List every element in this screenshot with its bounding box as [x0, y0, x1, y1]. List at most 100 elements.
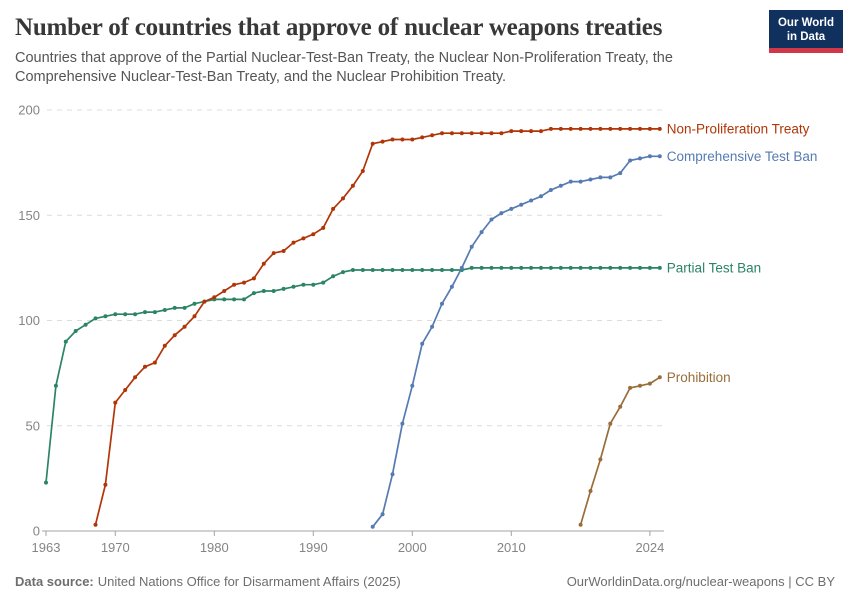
data-point[interactable]: [578, 126, 583, 131]
data-point[interactable]: [143, 364, 147, 369]
data-point[interactable]: [44, 480, 48, 485]
data-point[interactable]: [459, 131, 464, 136]
data-point[interactable]: [400, 421, 405, 426]
data-point[interactable]: [182, 305, 187, 310]
data-point[interactable]: [638, 156, 642, 161]
data-point[interactable]: [499, 265, 504, 270]
data-point[interactable]: [479, 230, 484, 235]
data-point[interactable]: [618, 265, 623, 270]
data-point[interactable]: [103, 314, 108, 319]
data-point[interactable]: [529, 265, 534, 270]
data-point[interactable]: [400, 268, 405, 272]
data-point[interactable]: [360, 169, 365, 173]
data-point[interactable]: [202, 299, 207, 304]
data-point[interactable]: [400, 137, 405, 142]
data-point[interactable]: [548, 265, 553, 270]
data-point[interactable]: [242, 297, 246, 302]
data-point[interactable]: [360, 268, 365, 272]
data-point[interactable]: [222, 297, 227, 302]
data-point[interactable]: [420, 341, 425, 346]
data-point[interactable]: [63, 339, 68, 344]
data-point[interactable]: [578, 522, 583, 527]
data-point[interactable]: [103, 482, 108, 487]
series-partial-test-ban[interactable]: Partial Test Ban: [44, 260, 761, 485]
data-point[interactable]: [162, 308, 167, 312]
data-point[interactable]: [608, 175, 613, 180]
data-point[interactable]: [123, 312, 128, 317]
data-point[interactable]: [390, 268, 395, 272]
data-point[interactable]: [628, 265, 633, 270]
data-point[interactable]: [301, 282, 306, 287]
data-point[interactable]: [647, 126, 652, 131]
data-point[interactable]: [370, 268, 375, 272]
data-point[interactable]: [251, 291, 256, 296]
data-point[interactable]: [83, 322, 88, 327]
data-point[interactable]: [410, 268, 415, 272]
data-point[interactable]: [558, 183, 563, 188]
data-point[interactable]: [618, 404, 623, 409]
data-point[interactable]: [588, 489, 593, 493]
data-point[interactable]: [588, 265, 593, 270]
data-point[interactable]: [281, 249, 286, 253]
data-point[interactable]: [93, 316, 98, 321]
data-point[interactable]: [331, 274, 336, 279]
data-point[interactable]: [657, 154, 662, 159]
data-point[interactable]: [578, 265, 583, 270]
data-point[interactable]: [469, 131, 474, 136]
data-point[interactable]: [440, 131, 444, 136]
data-point[interactable]: [291, 240, 296, 245]
data-point[interactable]: [341, 270, 345, 275]
data-point[interactable]: [519, 265, 524, 270]
series-line-comprehensive-test-ban[interactable]: [371, 155, 661, 528]
data-point[interactable]: [440, 268, 444, 272]
data-point[interactable]: [608, 421, 613, 426]
data-point[interactable]: [548, 188, 553, 192]
data-point[interactable]: [261, 261, 266, 266]
data-point[interactable]: [291, 284, 296, 289]
data-point[interactable]: [628, 158, 633, 163]
data-point[interactable]: [93, 522, 98, 527]
data-point[interactable]: [430, 324, 435, 329]
data-point[interactable]: [420, 268, 425, 272]
data-point[interactable]: [598, 265, 603, 270]
data-point[interactable]: [449, 284, 454, 289]
data-point[interactable]: [657, 126, 662, 131]
data-point[interactable]: [598, 457, 603, 462]
data-point[interactable]: [73, 329, 78, 333]
data-point[interactable]: [529, 129, 534, 134]
data-point[interactable]: [410, 137, 415, 142]
data-point[interactable]: [152, 360, 157, 365]
data-point[interactable]: [578, 179, 583, 184]
data-point[interactable]: [539, 129, 543, 134]
data-point[interactable]: [539, 194, 543, 199]
series-non-proliferation-treaty[interactable]: Non-Proliferation Treaty: [93, 121, 810, 527]
chart-canvas[interactable]: 0 50 100 150 200 1963 1970 1980 1990 2000 2010 2024…: [0, 95, 850, 565]
data-point[interactable]: [380, 512, 385, 517]
data-point[interactable]: [618, 171, 623, 176]
data-point[interactable]: [143, 310, 147, 315]
data-point[interactable]: [509, 265, 514, 270]
data-point[interactable]: [628, 126, 633, 131]
data-point[interactable]: [53, 383, 58, 388]
data-point[interactable]: [647, 265, 652, 270]
data-point[interactable]: [430, 268, 435, 272]
data-point[interactable]: [548, 126, 553, 131]
data-point[interactable]: [628, 385, 633, 390]
data-point[interactable]: [182, 324, 187, 329]
data-point[interactable]: [311, 282, 316, 287]
data-point[interactable]: [321, 225, 326, 230]
data-point[interactable]: [232, 282, 237, 287]
data-point[interactable]: [192, 314, 197, 319]
data-point[interactable]: [133, 375, 138, 380]
data-point[interactable]: [588, 126, 593, 131]
data-point[interactable]: [380, 139, 385, 144]
credit-link[interactable]: OurWorldinData.org/nuclear-weapons | CC …: [566, 574, 835, 589]
data-point[interactable]: [608, 265, 613, 270]
data-point[interactable]: [598, 126, 603, 131]
data-point[interactable]: [380, 268, 385, 272]
data-point[interactable]: [242, 280, 246, 285]
data-point[interactable]: [212, 295, 217, 300]
data-point[interactable]: [558, 126, 563, 131]
data-point[interactable]: [588, 177, 593, 182]
series-label-partial-test-ban[interactable]: Partial Test Ban: [667, 260, 761, 275]
